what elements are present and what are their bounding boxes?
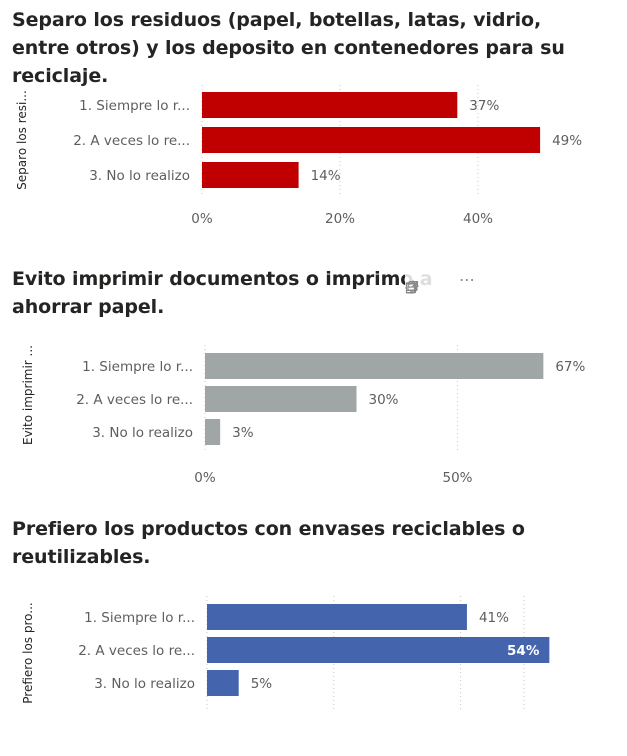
category-label: 3. No lo realizo [94,676,195,692]
category-label: 1. Siempre lo r... [84,610,195,626]
data-label: 49% [552,133,582,149]
chart-title-2: Evito imprimir documentos o imprimo a ah… [12,265,612,321]
data-label: 41% [479,610,509,626]
chart-title-3: Prefiero los productos con envases recic… [12,518,525,568]
x-tick-label: 0% [191,211,213,227]
chart-title-2-line2: ahorrar papel. [12,296,165,318]
bar [205,386,357,412]
bar [205,353,544,379]
bar [202,162,299,188]
bar-chart-3: Prefiero los pro... 1. Siempre lo r... 41%… [21,596,550,710]
category-label: 1. Siempre lo r... [82,359,193,375]
chart-title-2-line1: Evito imprimir documentos o imprimo a [12,268,433,290]
chart-panel-3[interactable]: Prefiero los productos con envases recic… [0,500,627,756]
chart-panel-2[interactable]: Evito imprimir documentos o imprimo a ah… [0,245,627,500]
visual-header-toolbar: ⋯ [404,267,615,295]
data-label: 14% [311,168,341,184]
x-tick-label: 40% [463,211,493,227]
x-tick-label: 50% [442,470,472,486]
x-tick-label: 0% [194,470,216,486]
y-axis-title: Evito imprimir ... [21,345,35,445]
data-label: 54% [507,643,540,659]
bar [207,670,239,696]
bar [202,127,541,153]
category-label: 2. A veces lo re... [73,133,190,149]
data-label: 5% [251,676,273,692]
category-label: 2. A veces lo re... [78,643,195,659]
bar-chart-2: Evito imprimir ... 1. Siempre lo r... 67% 2… [21,345,586,486]
bar [202,92,458,118]
more-options-icon[interactable]: ⋯ [459,270,475,289]
data-label: 30% [369,392,399,408]
category-label: 2. A veces lo re... [76,392,193,408]
category-label: 3. No lo realizo [89,168,190,184]
bar [207,637,550,663]
x-tick-label: 20% [325,211,355,227]
category-label: 1. Siempre lo r... [79,98,190,114]
bar [207,604,467,630]
bar-chart-1: Separo los resi... 1. Siempre lo r... 37% 2… [15,85,582,227]
data-label: 3% [232,425,254,441]
chart-panel-1[interactable]: Separo los residuos (papel, botellas, la… [0,0,627,245]
category-label: 3. No lo realizo [92,425,193,441]
data-label: 37% [469,98,499,114]
chart-title-1: Separo los residuos (papel, botellas, la… [12,9,565,87]
data-label: 67% [555,359,585,375]
y-axis-title: Prefiero los pro... [21,602,35,703]
y-axis-title: Separo los resi... [15,90,29,190]
bar [205,419,221,445]
